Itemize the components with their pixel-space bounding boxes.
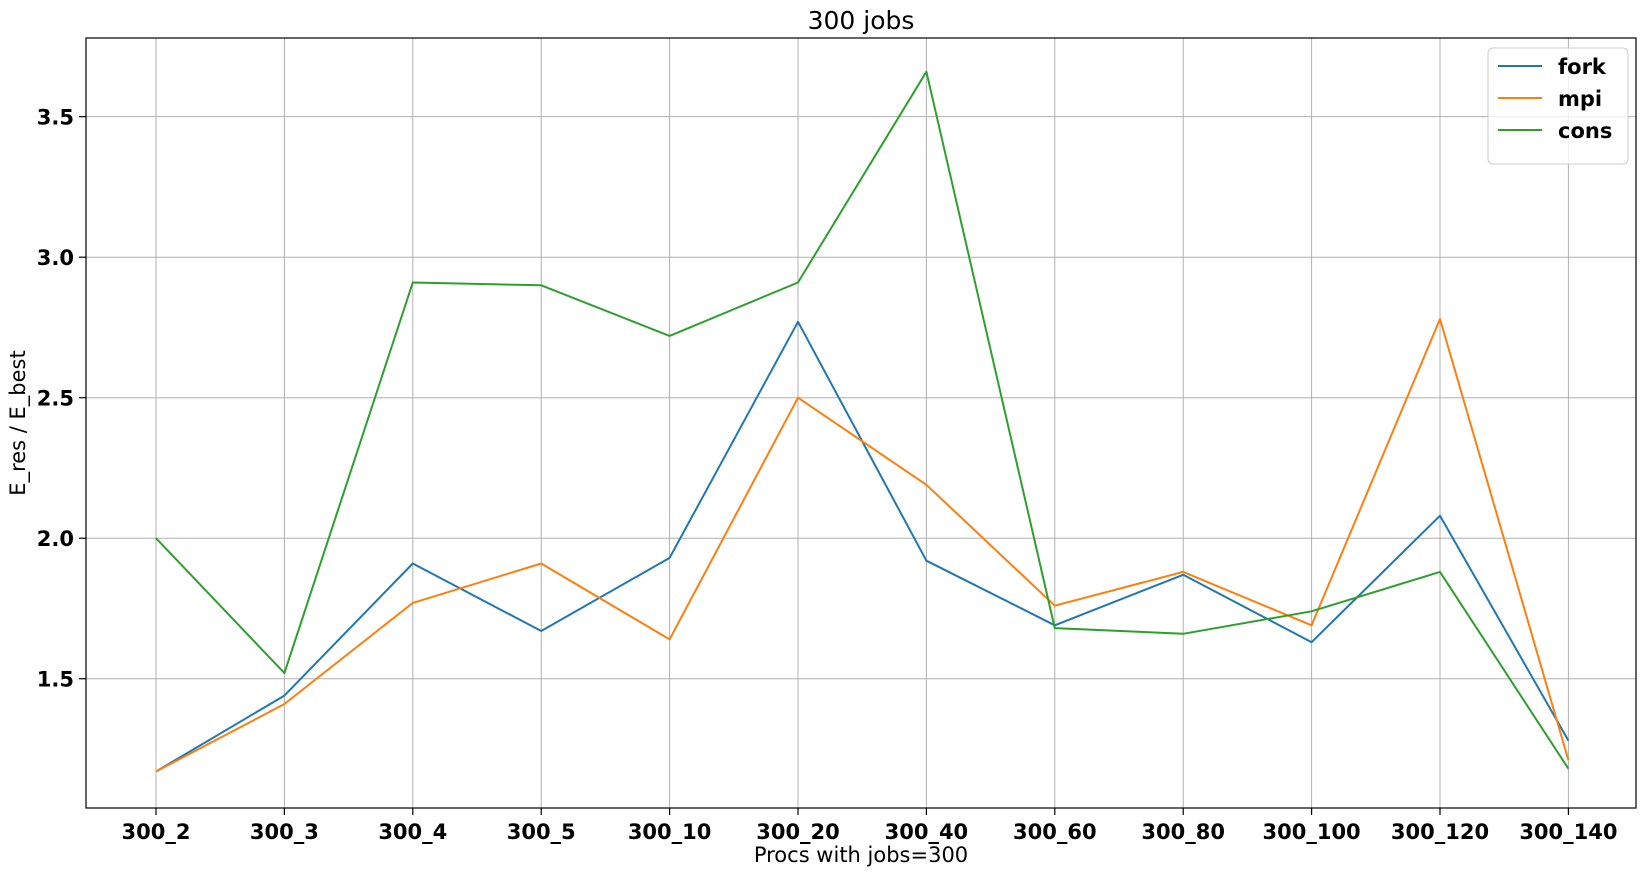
y-tick-label: 2.0 [37, 527, 74, 551]
legend-box [1487, 47, 1629, 165]
x-tick-label: 300_40 [885, 820, 969, 844]
series-line-mpi [155, 318, 1570, 773]
series-line-fork [155, 320, 1570, 773]
series-lines [155, 70, 1570, 773]
x-tick-labels: 300_2 300_3 300_4 300_5 300_10 300_20 300_40 30… [122, 820, 1618, 844]
tick-marks [79, 116, 1570, 815]
y-tick-label: 3.0 [37, 246, 74, 270]
x-tick-label: 300_3 [250, 820, 319, 844]
x-tick-label: 300_20 [756, 820, 840, 844]
y-tick-label: 1.5 [37, 668, 74, 692]
series-line-cons [155, 70, 1570, 770]
x-tick-label: 300_2 [122, 820, 191, 844]
y-tick-label: 3.5 [37, 106, 74, 130]
x-tick-label: 300_80 [1141, 820, 1225, 844]
y-tick-label: 2.5 [37, 387, 74, 411]
x-tick-label: 300_4 [378, 820, 447, 844]
x-tick-label: 300_140 [1519, 820, 1617, 844]
y-axis-label: E_res / E_best [6, 350, 31, 495]
x-tick-label: 300_120 [1391, 820, 1489, 844]
legend: fork mpi cons [1487, 47, 1629, 165]
y-tick-labels: 1.5 2.0 2.5 3.0 3.5 [37, 106, 74, 692]
legend-label-mpi: mpi [1558, 87, 1602, 111]
grid-lines [86, 38, 1636, 808]
x-tick-label: 300_60 [1013, 820, 1097, 844]
plot-frame [85, 37, 1637, 809]
x-tick-label: 300_10 [628, 820, 712, 844]
x-tick-label: 300_100 [1263, 820, 1361, 844]
legend-label-cons: cons [1558, 119, 1612, 143]
x-axis-label: Procs with jobs=300 [754, 843, 968, 867]
x-tick-label: 300_5 [507, 820, 576, 844]
chart-title: 300 jobs [808, 6, 915, 35]
legend-label-fork: fork [1558, 55, 1607, 79]
